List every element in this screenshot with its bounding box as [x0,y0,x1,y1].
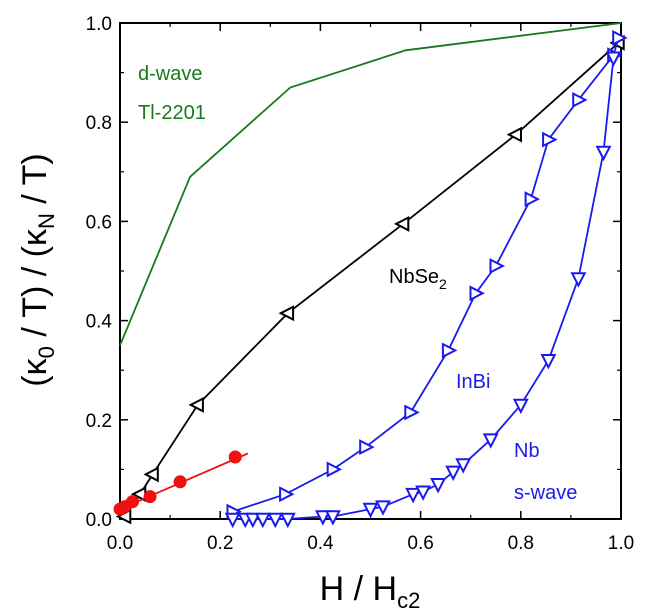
point-nb [244,512,261,529]
point-nb [375,500,391,516]
point-nbse2 [278,305,295,322]
line-nb [232,57,615,520]
x-tick-label: 0.0 [107,533,133,554]
point-nb [595,145,612,162]
annotation-nbse2: NbSe2 [389,266,447,292]
point-inbi [359,439,375,456]
point-nb [605,51,622,67]
point-nbse2 [143,466,159,483]
point-nb [512,398,529,415]
y-tick-label: 0.6 [86,212,112,233]
point-nbse2 [393,215,410,232]
point-nb [324,510,341,526]
y-tick-label: 0.4 [86,312,113,333]
point-inbi [489,258,505,274]
point-inbi [326,461,343,478]
annotation-tl-2201: Tl-2201 [138,102,206,124]
y-tick-label: 0.0 [86,510,112,531]
x-axis-title: H / Hc2 [320,570,421,613]
annotation-inbi: InBi [456,371,490,393]
point-nb [455,458,472,474]
point-nb [279,512,296,529]
x-tick-label: 0.6 [407,533,433,554]
series-group [113,22,628,529]
point-series-4 [228,450,242,464]
line-tl-2201 [119,22,622,346]
x-tick-label: 0.2 [207,533,233,554]
x-tick-label: 0.4 [307,533,334,554]
point-nb [415,485,432,501]
annotation-s-wave: s-wave [514,482,577,504]
point-inbi [612,29,628,46]
point-inbi [469,285,485,302]
point-nbse2 [188,396,204,413]
axis-ticks [119,22,622,520]
annotation-nb: Nb [514,440,540,462]
tick-labels: 0.0 0.2 0.4 0.6 0.8 1.0 0.0 0.2 0.4 0.6 0.8 1.0 [86,14,635,554]
point-series-4 [143,490,157,504]
annotation-d-wave: d-wave [138,63,202,85]
plot-frame [119,22,622,520]
point-series-4 [173,475,187,489]
y-tick-label: 1.0 [86,14,112,35]
series-nb [224,51,622,529]
point-nbse2 [506,126,522,143]
point-nb [445,465,462,482]
point-nb [224,512,241,529]
point-inbi [279,486,295,503]
point-nb [405,487,422,504]
x-tick-label: 0.8 [508,533,534,554]
point-series-4 [126,495,140,509]
point-nb [482,433,499,449]
series-inbi [226,29,628,520]
series-tl-2201 [119,22,622,346]
point-inbi [542,131,558,148]
point-nb [254,512,271,529]
x-tick-label: 1.0 [608,533,634,554]
point-nb [540,354,557,370]
point-inbi [572,91,588,108]
point-nb [362,502,379,519]
point-nb [267,512,284,529]
point-inbi [441,342,458,359]
y-axis-title: (κ0 / T) / (κN / T) [16,153,59,386]
y-tick-label: 0.8 [86,113,112,134]
point-nb [314,510,331,526]
series-series-4 [113,450,249,516]
y-tick-label: 0.2 [86,411,112,432]
point-nb [430,478,447,494]
point-inbi [404,404,420,421]
point-inbi [524,191,540,208]
point-nb [570,272,587,288]
